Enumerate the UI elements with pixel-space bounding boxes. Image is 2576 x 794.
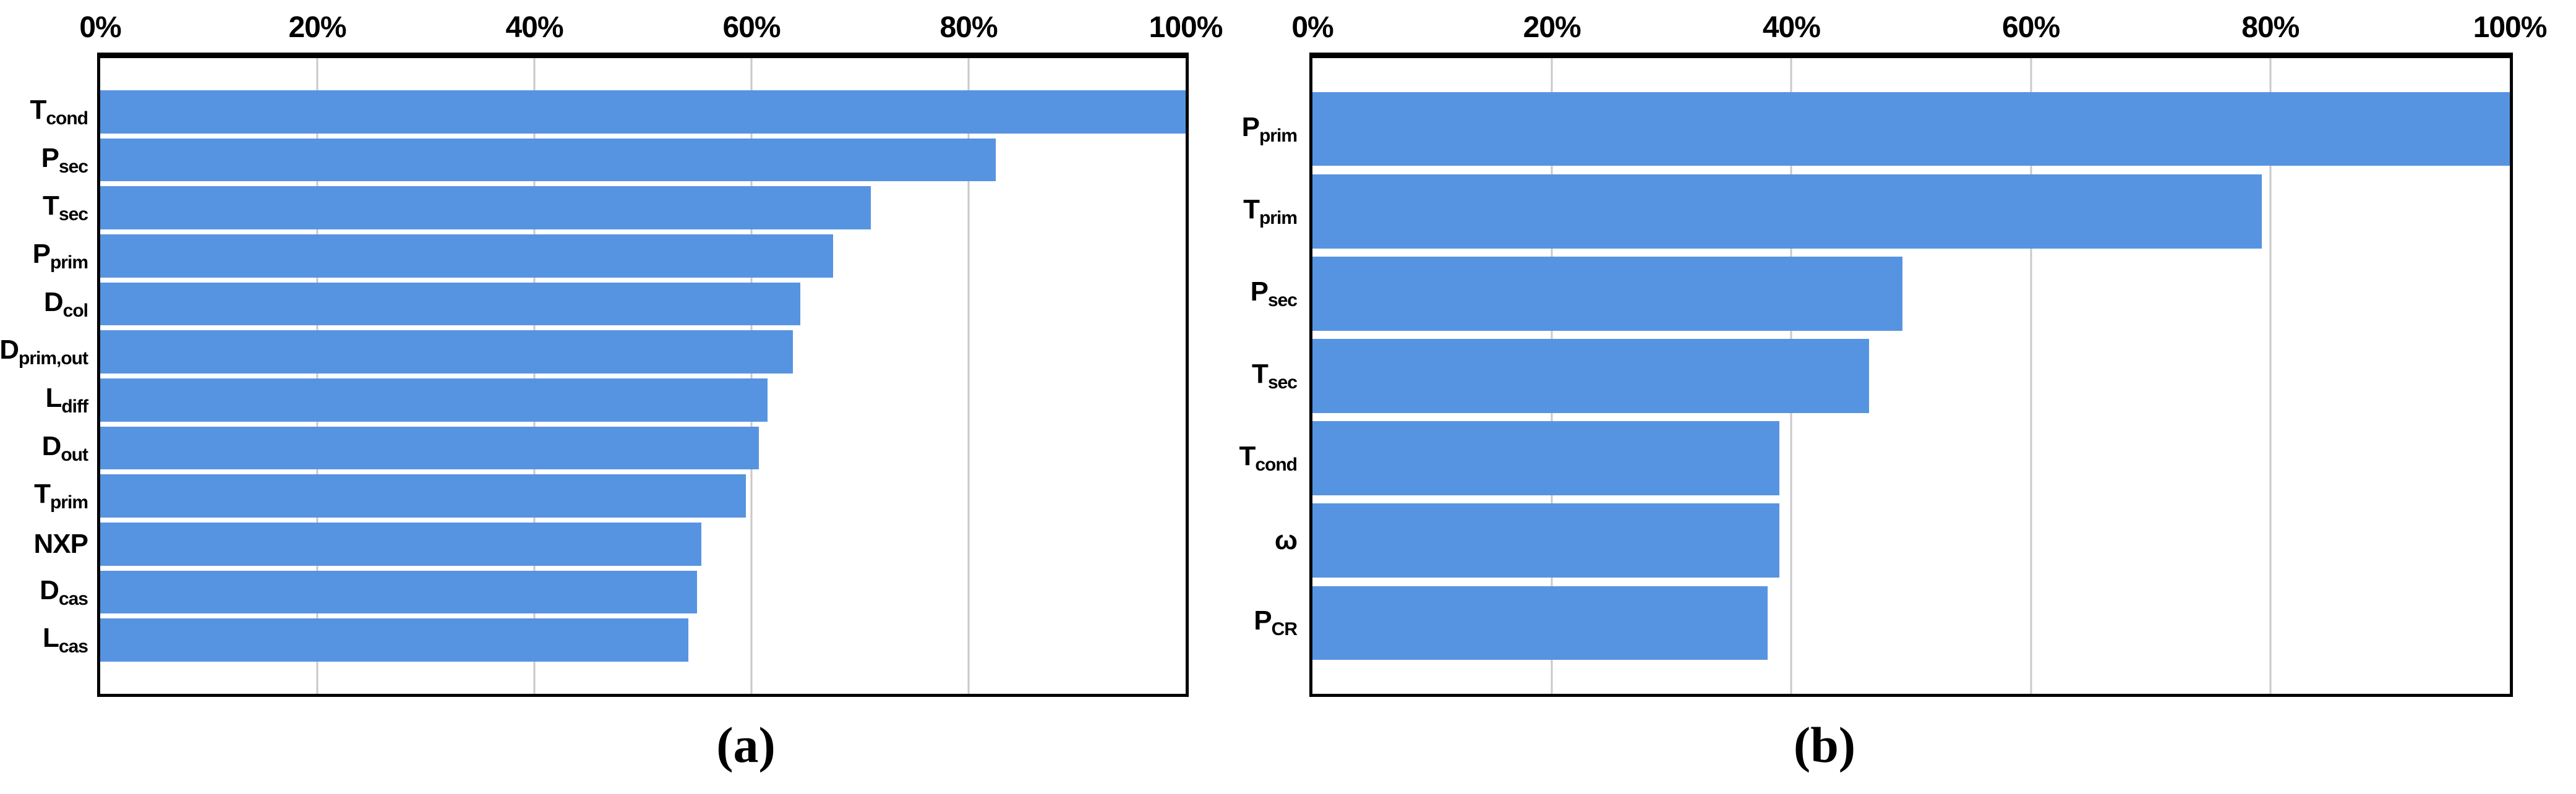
- ylabel-subscript: sec: [1267, 289, 1298, 310]
- y-axis-labels-b: Pprim Tprim Psec Tsec Tcond ω PCR: [1191, 53, 1302, 697]
- ylabel-subscript: prim: [1259, 207, 1298, 228]
- x-tick-40pct-chart0: 40%: [505, 11, 563, 44]
- ylabel-subscript: prim: [49, 492, 88, 513]
- ylabel-main: T: [1239, 441, 1256, 472]
- gridline-60: [750, 58, 753, 694]
- bar-P_sec: [100, 138, 996, 182]
- bar-D_cas: [100, 570, 698, 614]
- ylabel-L_diff: Ldiff: [45, 383, 88, 417]
- ylabel-main: L: [43, 623, 59, 654]
- ylabel-main: P: [1241, 111, 1260, 142]
- x-tick-60pct-chart0: 60%: [722, 11, 781, 44]
- ylabel-subscript: cond: [1255, 455, 1298, 476]
- ylabel-main: P: [1250, 276, 1269, 307]
- ylabel-main: T: [1252, 359, 1269, 389]
- bar-NXP: [100, 522, 702, 566]
- x-tick-60pct-chart1: 60%: [2002, 11, 2060, 44]
- x-tick-100pct-chart0: 100%: [1149, 11, 1223, 44]
- caption-b: (b): [1793, 717, 1856, 773]
- x-tick-20pct-chart1: 20%: [1523, 11, 1581, 44]
- x-tick-80pct-chart0: 80%: [939, 11, 998, 44]
- ylabel-T_prim: Tprim: [1243, 194, 1298, 229]
- ylabel-subscript: sec: [58, 204, 88, 225]
- ylabel-main: T: [43, 190, 59, 221]
- ylabel-D_col: Dcol: [44, 287, 88, 322]
- bar-L_diff: [100, 378, 768, 422]
- bar-P_sec: [1312, 256, 1903, 331]
- ylabel-subscript: cond: [46, 108, 88, 129]
- ylabel-subscript: CR: [1271, 619, 1298, 640]
- gridline-40: [533, 58, 536, 694]
- x-tick-0pct-chart0: 0%: [79, 11, 121, 44]
- ylabel-P_CR: PCR: [1254, 605, 1298, 640]
- ylabel-subscript: cas: [58, 636, 88, 657]
- caption-a: (a): [716, 717, 776, 773]
- ylabel-main: L: [45, 382, 62, 413]
- ylabel-main: D: [40, 574, 59, 605]
- ylabel-NXP: NXP: [34, 529, 88, 560]
- bar-D_out: [100, 426, 760, 470]
- ylabel-main: ω: [1274, 525, 1298, 556]
- ylabel-main: NXP: [33, 528, 88, 559]
- gridline-60: [2030, 58, 2032, 694]
- ylabel-main: D: [0, 335, 19, 365]
- y-axis-labels-a: Tcond Psec Tsec Pprim Dcol Dprim,out Ldiff Dout…: [0, 53, 93, 697]
- bar-T_cond: [100, 90, 1186, 134]
- ylabel-T_prim: Tprim: [34, 479, 88, 513]
- ylabel-main: T: [34, 479, 51, 510]
- bar-T_sec: [100, 186, 871, 230]
- bar-P_CR: [1312, 586, 1768, 660]
- ylabel-subscript: sec: [1267, 372, 1298, 393]
- bar-T_prim: [1312, 174, 2262, 249]
- ylabel-P_sec: Psec: [1250, 276, 1298, 311]
- bar-T_sec: [1312, 339, 1870, 413]
- ylabel-subscript: sec: [58, 156, 88, 177]
- bar-P_prim: [100, 234, 833, 278]
- ylabel-subscript: prim: [49, 252, 88, 273]
- ylabel-main: P: [41, 142, 59, 173]
- ylabel-subscript: prim,out: [19, 348, 88, 369]
- ylabel-subscript: out: [61, 444, 88, 465]
- bar-D_prim,out: [100, 330, 793, 374]
- ylabel-P_sec: Psec: [41, 143, 88, 177]
- bar-T_prim: [100, 474, 747, 518]
- ylabel-D_cas: Dcas: [40, 575, 88, 610]
- ylabel-subscript: cas: [58, 588, 88, 609]
- ylabel-main: P: [1254, 605, 1272, 636]
- x-tick-0pct-chart1: 0%: [1291, 11, 1333, 44]
- bar-T_cond: [1312, 421, 1780, 496]
- ylabel-main: T: [30, 94, 46, 125]
- x-tick-80pct-chart1: 80%: [2241, 11, 2300, 44]
- bar-ω: [1312, 503, 1780, 578]
- ylabel-subscript: prim: [1259, 125, 1298, 146]
- ylabel-D_out: Dout: [42, 431, 88, 466]
- ylabel-D_prim,out: Dprim,out: [0, 335, 88, 369]
- plot-area-b: [1309, 53, 2513, 697]
- ylabel-L_cas: Lcas: [43, 623, 88, 657]
- ylabel-main: T: [1243, 194, 1260, 224]
- gridline-20: [316, 58, 319, 694]
- ylabel-T_cond: Tcond: [30, 95, 88, 129]
- ylabel-main: D: [43, 286, 64, 317]
- ylabel-main: P: [32, 238, 51, 269]
- ylabel-subscript: col: [62, 300, 88, 321]
- gridline-80: [2269, 58, 2272, 694]
- gridline-80: [967, 58, 970, 694]
- x-tick-100pct-chart1: 100%: [2473, 11, 2548, 44]
- ylabel-P_prim: Pprim: [33, 239, 88, 273]
- x-tick-40pct-chart1: 40%: [1762, 11, 1821, 44]
- x-tick-20pct-chart0: 20%: [288, 11, 346, 44]
- ylabel-main: D: [41, 430, 62, 461]
- bar-P_prim: [1312, 92, 2510, 166]
- ylabel-P_prim: Pprim: [1241, 111, 1298, 147]
- ylabel-T_cond: Tcond: [1239, 441, 1298, 476]
- bar-D_col: [100, 282, 800, 326]
- ylabel-subscript: diff: [61, 396, 88, 417]
- bar-L_cas: [100, 618, 689, 662]
- ylabel-T_sec: Tsec: [1252, 359, 1298, 393]
- plot-area-a: [97, 53, 1189, 697]
- ylabel-ω: ω: [1274, 525, 1298, 556]
- ylabel-T_sec: Tsec: [43, 190, 88, 225]
